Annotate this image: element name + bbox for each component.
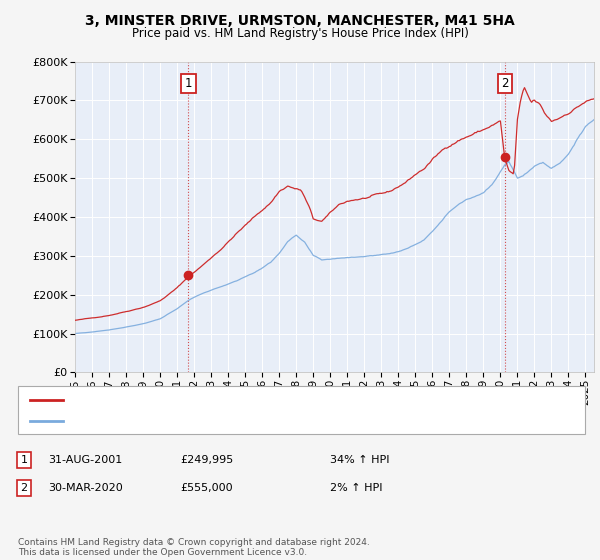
Text: 2: 2 [20, 483, 28, 493]
Text: 2: 2 [501, 77, 508, 90]
Text: 34% ↑ HPI: 34% ↑ HPI [330, 455, 389, 465]
Text: 3, MINSTER DRIVE, URMSTON, MANCHESTER, M41 5HA (detached house): 3, MINSTER DRIVE, URMSTON, MANCHESTER, M… [68, 395, 448, 405]
Text: HPI: Average price, detached house, Trafford: HPI: Average price, detached house, Traf… [68, 416, 301, 426]
Text: 1: 1 [20, 455, 28, 465]
Text: Price paid vs. HM Land Registry's House Price Index (HPI): Price paid vs. HM Land Registry's House … [131, 27, 469, 40]
Text: £555,000: £555,000 [180, 483, 233, 493]
Text: Contains HM Land Registry data © Crown copyright and database right 2024.
This d: Contains HM Land Registry data © Crown c… [18, 538, 370, 557]
Text: £249,995: £249,995 [180, 455, 233, 465]
Text: 31-AUG-2001: 31-AUG-2001 [48, 455, 122, 465]
Text: 3, MINSTER DRIVE, URMSTON, MANCHESTER, M41 5HA: 3, MINSTER DRIVE, URMSTON, MANCHESTER, M… [85, 14, 515, 28]
Text: 30-MAR-2020: 30-MAR-2020 [48, 483, 123, 493]
Text: 2% ↑ HPI: 2% ↑ HPI [330, 483, 383, 493]
Text: 1: 1 [185, 77, 192, 90]
